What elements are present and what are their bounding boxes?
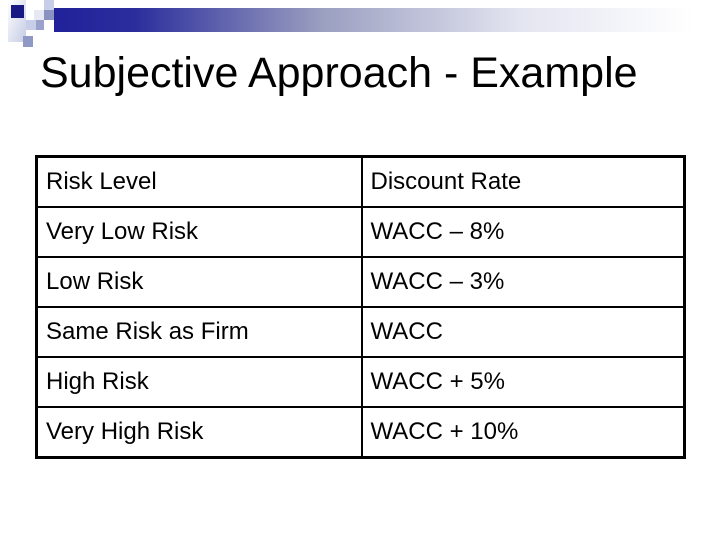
page-title: Subjective Approach - Example: [40, 49, 638, 97]
cell-risk-level: Low Risk: [35, 256, 363, 308]
cell-risk-level: Very High Risk: [35, 406, 363, 459]
cell-risk-level: High Risk: [35, 356, 363, 408]
cell-discount-rate: WACC + 5%: [360, 356, 686, 408]
mosaic-square-2: [34, 10, 44, 20]
table-header-row: Risk Level Discount Rate: [35, 155, 686, 208]
cell-risk-level: Same Risk as Firm: [35, 306, 363, 358]
mosaic-square-6: [23, 36, 33, 47]
mosaic-square-1: [44, 0, 54, 10]
mosaic-square-5: [36, 20, 44, 30]
table-row: Very High Risk WACC + 10%: [35, 406, 686, 459]
table-row: Low Risk WACC – 3%: [35, 256, 686, 308]
cell-discount-rate: WACC – 8%: [360, 206, 686, 258]
header-cell-risk-level: Risk Level: [35, 155, 363, 208]
cell-risk-level: Very Low Risk: [35, 206, 363, 258]
mosaic-square-4: [26, 20, 36, 30]
banner-gradient-bar: [54, 8, 720, 32]
table-row: Very Low Risk WACC – 8%: [35, 206, 686, 258]
risk-discount-table: Risk Level Discount Rate Very Low Risk W…: [35, 155, 686, 459]
mosaic-square-3: [44, 10, 54, 20]
header-cell-discount-rate: Discount Rate: [360, 155, 686, 208]
cell-discount-rate: WACC + 10%: [360, 406, 686, 459]
table-row: Same Risk as Firm WACC: [35, 306, 686, 358]
mosaic-navy-square: [11, 5, 24, 18]
cell-discount-rate: WACC: [360, 306, 686, 358]
cell-discount-rate: WACC – 3%: [360, 256, 686, 308]
table-row: High Risk WACC + 5%: [35, 356, 686, 408]
